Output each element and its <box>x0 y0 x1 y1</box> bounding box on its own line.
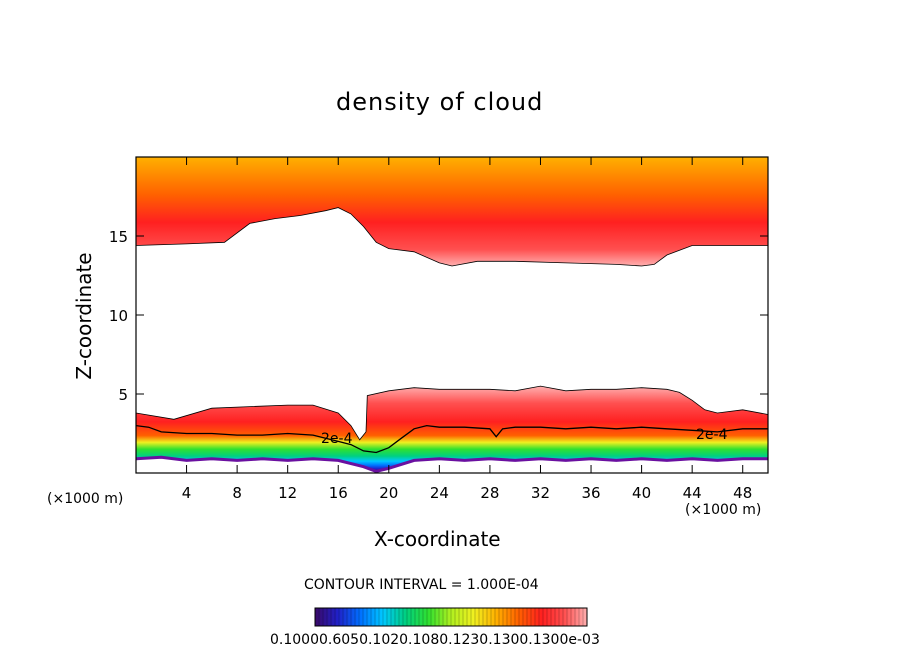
y-axis-label: Z-coordinate <box>72 252 96 380</box>
contour-line-2e-4 <box>136 424 768 454</box>
y-axis-ticks: 5 10 15 <box>109 228 768 404</box>
upper-cloud-edge-contour <box>136 207 768 267</box>
cloud-base-fringe <box>136 455 768 473</box>
x-tick-label: 32 <box>531 484 550 502</box>
y-tick-label: 10 <box>109 307 128 325</box>
x-unit-left: (×1000 m) <box>47 491 124 507</box>
x-tick-label: 36 <box>581 484 600 502</box>
x-axis-label: X-coordinate <box>374 527 501 551</box>
x-tick-label: 24 <box>430 484 449 502</box>
chart-title: density of cloud <box>336 88 544 116</box>
x-tick-label: 4 <box>182 484 192 502</box>
y-tick-label: 5 <box>118 386 128 404</box>
x-tick-label: 8 <box>232 484 242 502</box>
colorbar-ticks <box>318 608 584 626</box>
x-tick-label: 48 <box>733 484 752 502</box>
x-tick-label: 16 <box>329 484 348 502</box>
contour-interval-text: CONTOUR INTERVAL = 1.000E-04 <box>304 577 539 593</box>
contour-label-right: 2e-4 <box>696 427 728 443</box>
x-axis-ticks: 4 8 12 16 20 24 28 32 36 40 44 48 <box>182 157 752 502</box>
upper-cloud-field <box>136 157 768 266</box>
x-tick-label: 28 <box>480 484 499 502</box>
lower-cloud-field <box>136 386 768 472</box>
x-unit-right: (×1000 m) <box>685 502 762 518</box>
x-tick-label: 40 <box>632 484 651 502</box>
x-tick-label: 20 <box>379 484 398 502</box>
lower-cloud-edge-contour <box>136 385 768 441</box>
contour-label-left: 2e-4 <box>321 431 353 447</box>
y-tick-label: 15 <box>109 228 128 246</box>
plot-area <box>136 157 768 473</box>
colorbar-labels: 0.10000.6050.1020.1080.1230.1300.1300e-0… <box>270 632 600 648</box>
x-tick-label: 44 <box>683 484 702 502</box>
x-tick-label: 12 <box>278 484 297 502</box>
